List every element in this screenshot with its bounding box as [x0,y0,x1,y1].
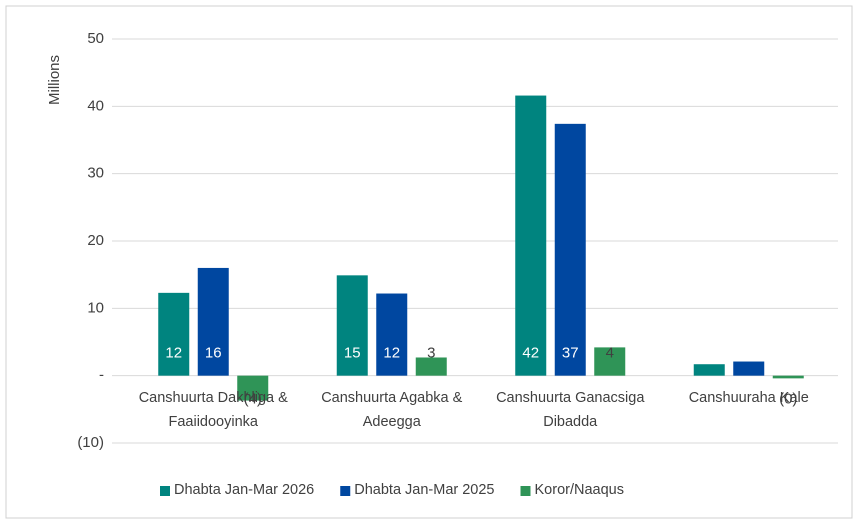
bar [772,375,804,379]
y-tick-label: 50 [87,30,104,47]
y-tick-label: 10 [87,299,104,316]
y-tick-label: 40 [87,97,104,114]
legend-swatch [340,486,351,496]
bar [554,123,586,376]
data-label: 16 [205,345,222,362]
data-label: 37 [562,345,579,362]
y-tick-label: 20 [87,232,104,249]
data-label: (0) [779,391,797,408]
bar [197,267,229,376]
frame [5,5,853,519]
data-label: 4 [606,345,614,362]
bar [336,275,368,376]
bar [237,375,269,401]
bar [515,95,547,376]
bar [594,347,626,376]
data-label: (4) [244,391,262,408]
data-label: 12 [383,345,400,362]
bar [733,361,765,376]
legend-label: Koror/Naaqus [534,482,624,498]
x-tick-label: Canshuuraha Kale [688,389,809,406]
x-tick-label: Canshuurta Dakhliga & Faaiidooyinka [138,389,288,430]
legend-swatch [520,486,531,496]
data-label: 42 [522,345,539,362]
data-label: 15 [344,345,361,362]
legend-label: Dhabta Jan-Mar 2025 [354,482,495,498]
legend-label: Dhabta Jan-Mar 2026 [174,482,315,498]
data-label: 3 [427,345,435,362]
x-tick-label: Canshuurta Ganacsiga Dibadda [496,389,645,430]
y-axis-title: Millions [46,55,63,105]
bar [415,357,447,376]
bar [158,292,190,376]
y-tick-label: 30 [87,165,104,182]
bar [693,364,725,376]
y-tick-label: (10) [77,434,104,451]
x-tick-label: Canshuurta Agabka & Adeegga [321,389,463,430]
y-tick-label: - [99,367,104,384]
bar [376,293,408,376]
legend-swatch [160,486,170,496]
data-label: 12 [165,345,182,362]
